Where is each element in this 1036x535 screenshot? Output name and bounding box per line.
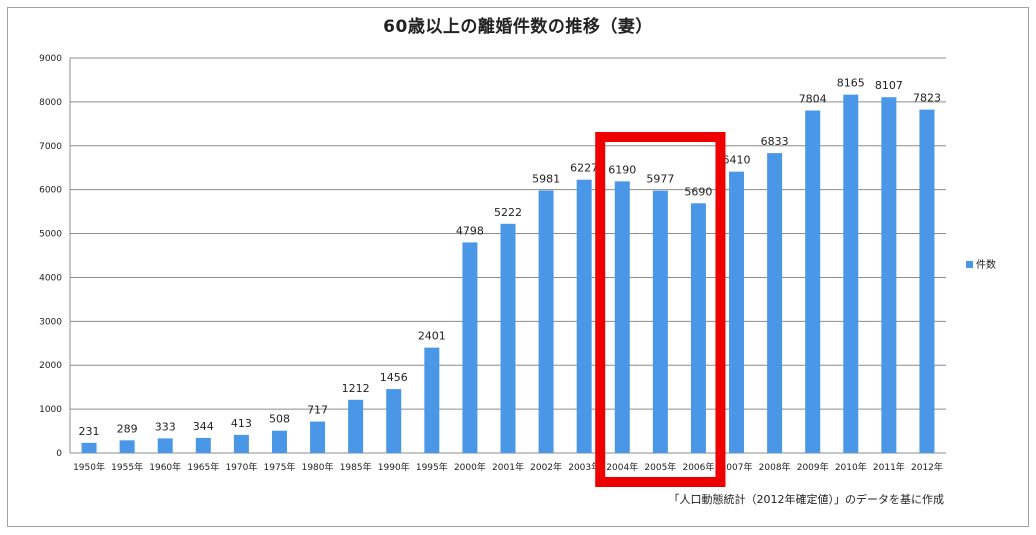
y-tick-label: 4000 (39, 273, 62, 283)
data-label: 6190 (608, 163, 636, 176)
x-tick-label: 1980年 (302, 461, 334, 473)
data-label: 289 (117, 422, 138, 435)
data-label: 6833 (761, 135, 789, 148)
data-label: 7823 (913, 92, 941, 105)
y-tick-label: 1000 (39, 405, 62, 415)
chart-frame (7, 7, 1029, 527)
bar (271, 430, 287, 453)
x-tick-label: 1970年 (225, 461, 257, 473)
x-tick-label: 2007年 (721, 461, 753, 473)
data-label: 413 (231, 417, 252, 430)
data-label: 231 (79, 425, 100, 438)
data-label: 333 (155, 420, 176, 433)
x-tick-label: 2012年 (911, 461, 943, 473)
bar (348, 399, 364, 453)
bar (576, 179, 592, 453)
bar (843, 94, 859, 454)
bar (119, 440, 135, 453)
y-tick-label: 6000 (39, 186, 62, 196)
data-label: 5981 (532, 173, 560, 186)
y-tick-label: 9000 (39, 54, 62, 64)
bar (81, 442, 97, 453)
x-axis: 1950年 1955年 1960年 1965年 1970年 1975年 1980年 1985年… (73, 461, 943, 473)
y-tick-label: 7000 (39, 142, 62, 152)
bars (81, 94, 935, 454)
data-label: 8107 (875, 79, 903, 92)
x-tick-label: 2005年 (644, 461, 676, 473)
bar (538, 190, 554, 453)
data-label: 508 (269, 413, 290, 426)
x-tick-label: 1965年 (187, 461, 219, 473)
bar (310, 421, 326, 453)
chart-title: 60歳以上の離婚件数の推移（妻） (383, 17, 653, 37)
data-labels: 231 289 333 344 413 508 717 1212 1456 2401 4798 522… (79, 77, 941, 438)
bar (424, 347, 440, 453)
data-label: 8165 (837, 77, 865, 90)
data-label: 1456 (380, 371, 408, 384)
data-label: 5977 (646, 173, 674, 186)
y-axis: 0 1000 2000 3000 4000 5000 6000 7000 8000 9000 (39, 54, 71, 459)
bar (767, 153, 783, 453)
legend-swatch (966, 261, 973, 268)
bar (881, 97, 897, 453)
data-label: 6410 (723, 154, 751, 167)
bar (500, 223, 516, 453)
highlight-rect (595, 132, 726, 487)
x-tick-label: 2010年 (835, 461, 867, 473)
y-tick-label: 3000 (39, 317, 62, 327)
data-label: 344 (193, 420, 214, 433)
y-tick-label: 2000 (39, 361, 62, 371)
x-tick-label: 2009年 (797, 461, 829, 473)
x-tick-label: 2000年 (454, 461, 486, 473)
highlight-box (595, 132, 726, 487)
x-tick-label: 1990年 (378, 461, 410, 473)
bar (386, 389, 402, 453)
x-tick-label: 2003年 (568, 461, 600, 473)
x-tick-label: 1960年 (149, 461, 181, 473)
x-tick-label: 2001年 (492, 461, 524, 473)
data-label: 1212 (342, 382, 370, 395)
data-label: 717 (307, 404, 328, 417)
bar (233, 434, 249, 453)
data-label: 4798 (456, 224, 484, 237)
x-tick-label: 1985年 (340, 461, 372, 473)
data-label: 7804 (799, 92, 827, 105)
bar (729, 171, 745, 453)
x-tick-label: 2008年 (759, 461, 791, 473)
bar (614, 181, 630, 454)
legend-label: 件数 (976, 258, 996, 271)
x-tick-label: 1995年 (416, 461, 448, 473)
data-label: 6227 (570, 162, 598, 175)
data-label: 5690 (684, 185, 712, 198)
x-tick-label: 1950年 (73, 461, 105, 473)
bar (157, 438, 173, 453)
bar (919, 109, 935, 453)
y-tick-label: 5000 (39, 230, 62, 240)
y-tick-label: 8000 (39, 98, 62, 108)
x-tick-label: 2006年 (682, 461, 714, 473)
x-tick-label: 2011年 (873, 461, 905, 473)
x-tick-label: 2004年 (606, 461, 638, 473)
data-label: 5222 (494, 206, 522, 219)
bar (652, 190, 668, 453)
x-tick-label: 2002年 (530, 461, 562, 473)
source-note: 「人口動態統計（2012年確定値）」のデータを基に作成 (668, 493, 945, 506)
bar (195, 437, 211, 453)
legend: 件数 (966, 258, 996, 271)
x-tick-label: 1955年 (111, 461, 143, 473)
y-tick-label: 0 (56, 449, 62, 459)
data-label: 2401 (418, 330, 446, 343)
bar (462, 242, 478, 453)
bar (805, 110, 821, 453)
x-tick-label: 1975年 (264, 461, 296, 473)
bar (690, 203, 706, 453)
